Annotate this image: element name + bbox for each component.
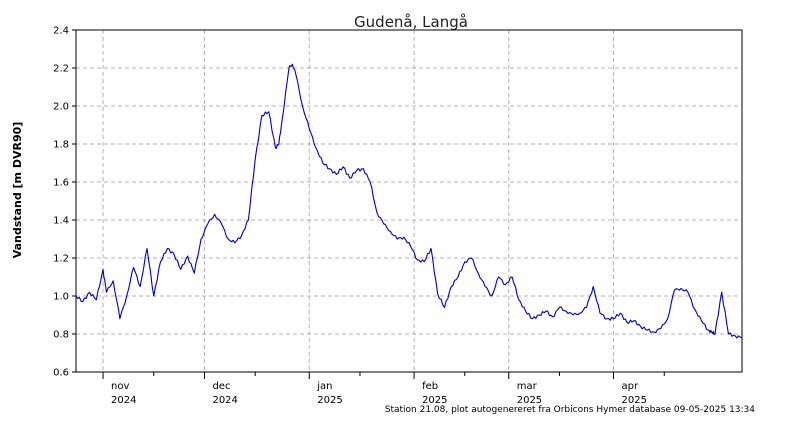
footer-note: Station 21.08, plot autogenereret fra Or… — [385, 405, 756, 415]
y-axis: 0.6 0.8 1.0 1.2 1.4 1.6 1.8 2.0 2.2 2.4 — [53, 26, 76, 379]
x-tick-month: mar — [517, 381, 538, 392]
x-tick-month: dec — [212, 381, 230, 392]
x-tick-month: nov — [111, 381, 129, 392]
y-tick-label: 1.2 — [53, 254, 69, 265]
x-tick-year: 2024 — [111, 395, 136, 406]
y-tick-label: 0.8 — [53, 330, 69, 341]
x-tick-year: 2025 — [622, 395, 647, 406]
y-tick-label: 1.4 — [53, 216, 69, 227]
chart-title: Gudenå, Langå — [354, 13, 468, 31]
x-tick-year: 2025 — [422, 395, 447, 406]
y-axis-label: Vandstand [m DVR90] — [11, 122, 24, 259]
y-tick-label: 1.0 — [53, 292, 69, 303]
y-tick-label: 1.8 — [53, 140, 69, 151]
y-tick-label: 2.2 — [53, 64, 69, 75]
series-group — [75, 63, 743, 339]
x-tick-year: 2025 — [517, 395, 542, 406]
y-tick-label: 0.6 — [53, 368, 69, 379]
x-axis: nov 2024 dec 2024 jan 2025 feb 2025 mar 2025 apr 20… — [102, 372, 665, 406]
x-tick-month: jan — [316, 381, 332, 392]
x-tick-month: apr — [622, 381, 639, 392]
plot-frame — [75, 29, 743, 373]
x-tick-year: 2025 — [317, 395, 342, 406]
series-line — [75, 63, 743, 339]
y-tick-label: 2.4 — [53, 26, 69, 37]
x-tick-year: 2024 — [212, 395, 237, 406]
y-tick-label: 2.0 — [53, 102, 69, 113]
y-tick-label: 1.6 — [53, 178, 69, 189]
grid-lines — [76, 30, 742, 372]
x-tick-month: feb — [422, 381, 438, 392]
